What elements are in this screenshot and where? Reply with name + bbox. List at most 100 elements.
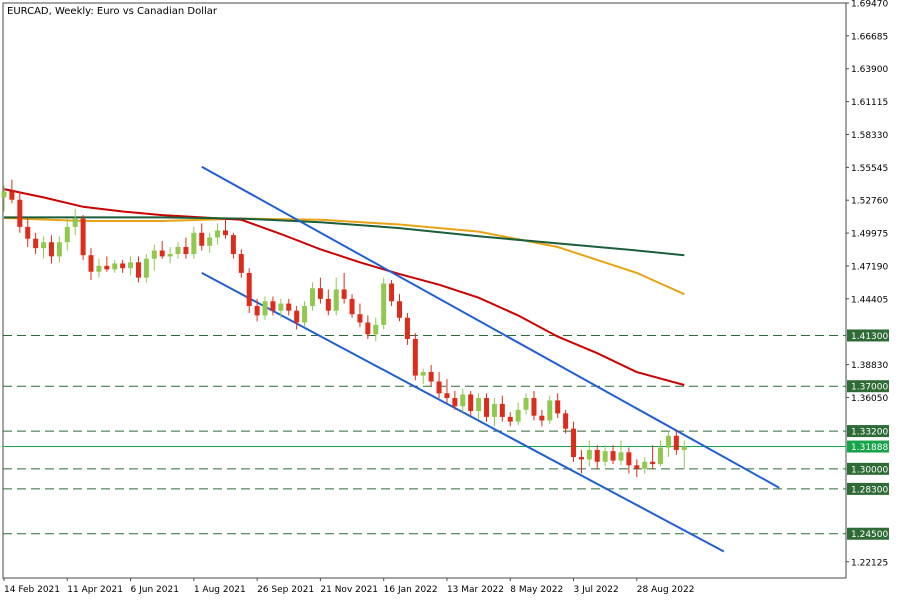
candle-body (507, 416, 513, 422)
y-tick-label: 1.38830 (851, 361, 888, 371)
candle (610, 445, 616, 465)
candle (460, 388, 466, 413)
candle (238, 249, 244, 278)
candle-body (80, 218, 86, 256)
candle-body (262, 301, 268, 316)
candle (191, 226, 197, 259)
y-tick-label: 1.58330 (851, 131, 888, 141)
candle-body (634, 465, 640, 469)
candle (222, 218, 228, 239)
candle-body (246, 272, 252, 306)
candle (64, 218, 70, 251)
candle-body (151, 250, 157, 259)
candle (515, 402, 521, 426)
x-tick-label: 28 Aug 2022 (637, 585, 695, 595)
y-tick-label: 1.61115 (851, 98, 888, 108)
candle-body (381, 283, 387, 325)
candle-body (294, 310, 300, 323)
candle (444, 379, 450, 403)
candle (199, 223, 205, 251)
candle (373, 317, 379, 342)
level-label-box (847, 482, 889, 495)
candle-body (135, 262, 141, 278)
candle-body (578, 457, 584, 460)
candle-body (64, 226, 70, 243)
candle-body (183, 246, 189, 255)
candle-body (539, 415, 545, 421)
x-tick-label: 3 Jul 2022 (574, 585, 619, 595)
candle (507, 412, 513, 427)
level-label: 1.24500 (851, 530, 888, 540)
x-tick-label: 16 Jan 2022 (384, 585, 438, 595)
candle-body (436, 381, 442, 394)
candle (254, 298, 260, 322)
candle (230, 232, 236, 259)
candle (333, 277, 339, 316)
moving-average-line (4, 216, 685, 257)
candle (325, 289, 331, 316)
candle-body (278, 303, 284, 311)
candle-body (515, 409, 521, 422)
candle-body (88, 255, 94, 272)
level-label: 1.28300 (851, 485, 888, 495)
candle-body (484, 398, 490, 417)
candle (397, 294, 402, 322)
moving-average-line (3, 217, 685, 296)
level-label-box (847, 425, 889, 438)
candle-body (365, 322, 371, 335)
candle-body (270, 301, 276, 311)
y-tick-label: 1.66685 (851, 32, 888, 42)
current-price-label-box (847, 440, 889, 453)
candle-body (681, 446, 687, 450)
y-tick-label: 1.63900 (851, 65, 888, 75)
x-tick-label: 21 Nov 2021 (320, 585, 378, 595)
candle (436, 372, 442, 399)
candle-body (333, 289, 339, 311)
candle (349, 294, 355, 318)
candle (262, 296, 268, 321)
candle (626, 447, 632, 474)
candle (215, 223, 221, 245)
candle-body (491, 403, 497, 417)
candle (365, 315, 371, 340)
channel-line (201, 165, 780, 489)
candle (167, 246, 173, 264)
candle (151, 244, 157, 271)
candle-body (650, 461, 656, 465)
candle-body (254, 305, 260, 316)
candle-body (547, 400, 553, 421)
current-price-label: 1.31888 (851, 443, 888, 453)
price-labels: 1.41300 1.37000 1.33200 1.30000 1.28300 1.245… (847, 329, 889, 540)
candle (302, 301, 308, 328)
level-label: 1.30000 (851, 465, 888, 475)
candle-body (555, 400, 561, 414)
candle-body (673, 435, 679, 450)
candle-body (9, 191, 15, 200)
candle (523, 393, 529, 415)
candle (650, 445, 656, 469)
x-axis: 14 Feb 2021 11 Apr 2021 6 Jun 2021 1 Aug 20… (3, 578, 695, 595)
candle-body (452, 398, 458, 407)
x-tick-label: 13 Mar 2022 (447, 585, 504, 595)
candle (341, 272, 347, 304)
candles (1, 179, 687, 478)
y-axis: 1.69470 1.66685 1.63900 1.61115 1.58330 1.555… (846, 0, 888, 568)
candle (602, 445, 608, 467)
candle (317, 277, 323, 304)
candle-body (397, 301, 402, 318)
candle-body (128, 262, 134, 269)
candle-body (602, 451, 608, 462)
y-tick-label: 1.69470 (851, 0, 888, 10)
candle (594, 445, 600, 469)
level-label: 1.37000 (851, 383, 888, 393)
candle-body (325, 298, 331, 311)
candle (404, 313, 410, 345)
candle-body (523, 398, 529, 410)
moving-averages (3, 188, 685, 386)
candle (1, 185, 7, 212)
candle-body (104, 265, 110, 270)
candle (357, 303, 363, 328)
level-label-box (847, 380, 889, 393)
candle (135, 256, 141, 283)
level-label-box (847, 527, 889, 540)
